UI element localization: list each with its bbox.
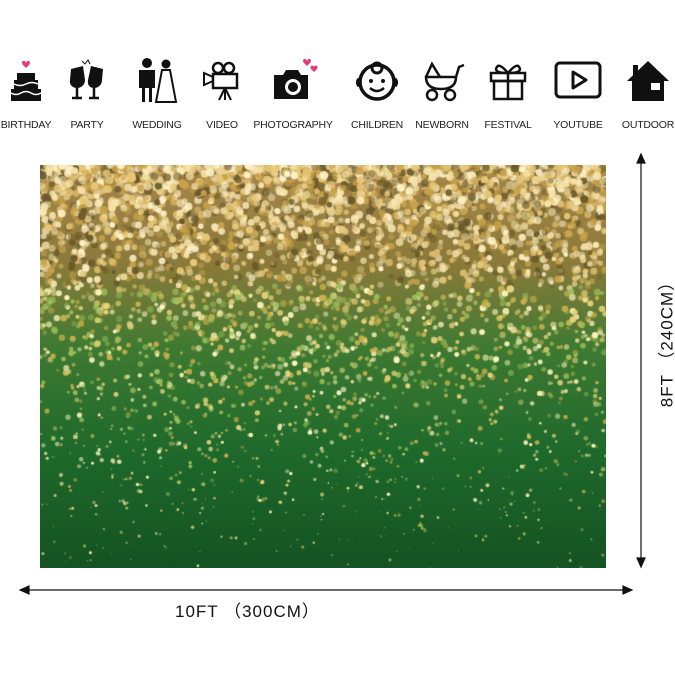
- bride-groom-icon: [139, 58, 178, 103]
- usage-item-youtube: YOUTUBE: [538, 55, 618, 131]
- usage-label: YOUTUBE: [553, 119, 603, 131]
- child-face-icon: [355, 61, 399, 101]
- usage-item-birthday: BIRTHDAY: [0, 55, 66, 131]
- usage-label: NEWBORN: [415, 119, 469, 131]
- usage-item-photography: PHOTOGRAPHY: [253, 55, 333, 131]
- house-icon: [627, 61, 669, 101]
- usage-label: PARTY: [70, 119, 104, 131]
- baby-stroller-icon: [424, 61, 465, 102]
- usage-label: OUTDOOR: [621, 119, 675, 131]
- cake-icon: [10, 60, 42, 101]
- usage-label: BIRTHDAY: [0, 119, 52, 131]
- usage-item-newborn: NEWBORN: [402, 55, 482, 131]
- video-camera-icon: [203, 61, 239, 101]
- usage-item-wedding: WEDDING: [117, 55, 197, 131]
- glitter-backdrop-image: [40, 165, 606, 568]
- usage-item-festival: FESTIVAL: [468, 55, 548, 131]
- usage-label: FESTIVAL: [484, 119, 532, 131]
- height-label: 8FT （240CM）: [657, 272, 675, 408]
- usage-label: VIDEO: [206, 119, 238, 131]
- usage-item-party: PARTY: [47, 55, 127, 131]
- width-label: 10FT （300CM）: [175, 602, 320, 621]
- usage-item-outdoor: OUTDOOR: [608, 55, 675, 131]
- usage-label: WEDDING: [132, 119, 182, 131]
- usage-item-video: VIDEO: [182, 55, 262, 131]
- play-button-icon: [554, 61, 602, 99]
- champagne-glasses-icon: [69, 59, 103, 100]
- gift-icon: [489, 64, 527, 101]
- usage-item-children: CHILDREN: [337, 55, 417, 131]
- usage-label: CHILDREN: [350, 119, 404, 131]
- usage-label: PHOTOGRAPHY: [253, 119, 333, 131]
- photo-camera-icon: [274, 58, 318, 99]
